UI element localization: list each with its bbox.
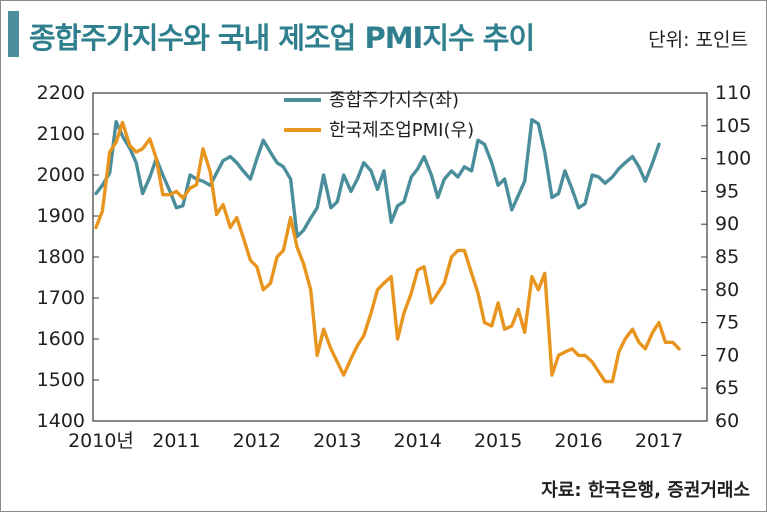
x-tick-label: 2015 — [474, 430, 522, 452]
left-tick-label: 1800 — [37, 246, 85, 268]
right-tick-label: 75 — [715, 312, 739, 334]
x-tick-label: 2017 — [635, 430, 683, 452]
x-axis-ticks: 2010년 2011 2012 2013 2014 2015 2016 2017 — [68, 430, 683, 452]
left-tick-label: 2000 — [37, 164, 85, 186]
right-axis-ticks: 60 65 70 75 80 85 90 95 100 105 110 — [701, 82, 751, 432]
left-tick-label: 1400 — [37, 410, 85, 432]
x-tick-label: 2016 — [554, 430, 602, 452]
x-tick-label: 2011 — [152, 430, 200, 452]
left-tick-label: 1500 — [37, 369, 85, 391]
left-tick-label: 2100 — [37, 123, 85, 145]
unit-label: 단위: 포인트 — [648, 29, 748, 51]
right-tick-label: 80 — [715, 279, 739, 301]
title-accent-bar — [8, 11, 19, 57]
source-note: 자료: 한국은행, 증권거래소 — [541, 480, 750, 501]
series-group — [94, 118, 681, 384]
left-tick-label: 1900 — [37, 205, 85, 227]
pmi-line — [94, 120, 681, 384]
x-tick-label: 2010년 — [68, 430, 134, 452]
kospi-line — [94, 118, 661, 239]
left-axis-ticks: 1400 1500 1600 1700 1800 1900 2000 2100 2200 — [37, 82, 99, 432]
right-tick-label: 90 — [715, 213, 739, 235]
x-tick-label: 2013 — [313, 430, 361, 452]
legend-pmi-label: 한국제조업PMI(우) — [329, 120, 474, 141]
left-tick-label: 1700 — [37, 287, 85, 309]
right-tick-label: 85 — [715, 246, 739, 268]
right-tick-label: 105 — [715, 115, 751, 137]
right-tick-label: 100 — [715, 148, 751, 170]
legend: 종합주가지수(좌) 한국제조업PMI(우) — [284, 90, 474, 141]
legend-kospi-label: 종합주가지수(좌) — [329, 90, 459, 111]
right-tick-label: 110 — [715, 82, 751, 104]
right-tick-label: 95 — [715, 180, 739, 202]
x-tick-label: 2012 — [233, 430, 281, 452]
left-tick-label: 2200 — [37, 82, 85, 104]
right-tick-label: 65 — [715, 377, 739, 399]
right-tick-label: 60 — [715, 410, 739, 432]
right-tick-label: 70 — [715, 344, 739, 366]
left-tick-label: 1600 — [37, 328, 85, 350]
chart-title: 종합주가지수와 국내 제조업 PMI지수 추이 — [29, 21, 535, 55]
x-tick-label: 2014 — [394, 430, 442, 452]
